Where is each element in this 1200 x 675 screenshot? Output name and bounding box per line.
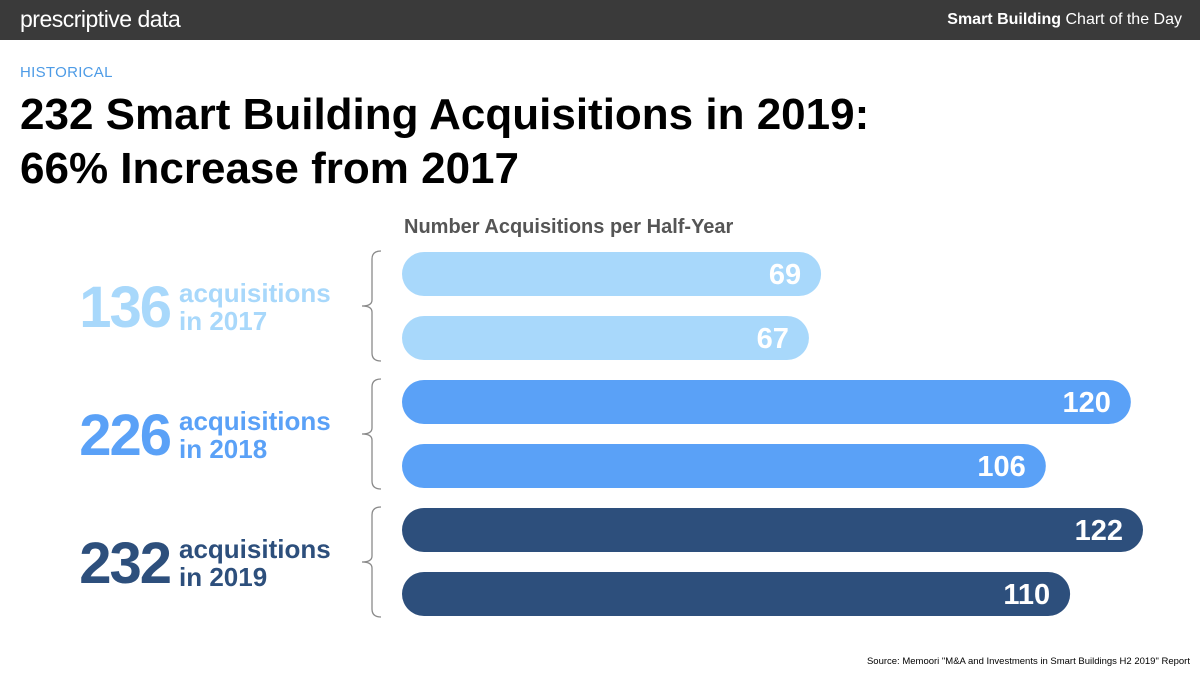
header-bar: prescriptive data Smart Building Chart o… — [0, 0, 1200, 40]
bar-value-label: 67 — [757, 323, 789, 355]
group-label-line2: in 2018 — [179, 434, 267, 464]
group-label-line1: acquisitions — [179, 534, 331, 564]
group-bracket — [361, 250, 382, 362]
series-title: Smart Building Chart of the Day — [947, 11, 1182, 29]
bar-value-label: 69 — [769, 259, 801, 291]
bar — [402, 572, 1071, 616]
group-label-line1: acquisitions — [179, 406, 331, 436]
group-label-line2: in 2017 — [179, 306, 267, 336]
bar-value-label: 120 — [1062, 387, 1110, 419]
series-title-rest: Chart of the Day — [1061, 11, 1182, 28]
group-total: 232 — [79, 531, 170, 596]
group-bracket — [361, 506, 382, 618]
title-line-1: 232 Smart Building Acquisitions in 2019: — [20, 90, 870, 139]
series-title-bold: Smart Building — [947, 11, 1062, 28]
category-tag: HISTORICAL — [20, 64, 113, 81]
bar — [402, 380, 1131, 424]
group-total: 226 — [79, 403, 171, 468]
chart-title: Number Acquisitions per Half-Year — [404, 216, 734, 238]
page-title: 232 Smart Building Acquisitions in 2019:… — [20, 88, 869, 196]
bar — [402, 508, 1143, 552]
group-label-line1: acquisitions — [179, 278, 331, 308]
group-bracket — [361, 378, 382, 490]
group-total: 136 — [79, 275, 171, 340]
bar — [402, 444, 1046, 488]
title-line-2: 66% Increase from 2017 — [20, 144, 519, 193]
bar — [402, 252, 822, 296]
group-label-line2: in 2019 — [179, 562, 267, 592]
brand-logo: prescriptive data — [20, 6, 181, 32]
source-note: Source: Memoori "M&A and Investments in … — [866, 656, 1190, 667]
bar-value-label: 122 — [1075, 515, 1123, 547]
bar-value-label: 110 — [1003, 579, 1050, 611]
bar — [402, 316, 809, 360]
bar-value-label: 106 — [977, 451, 1025, 483]
